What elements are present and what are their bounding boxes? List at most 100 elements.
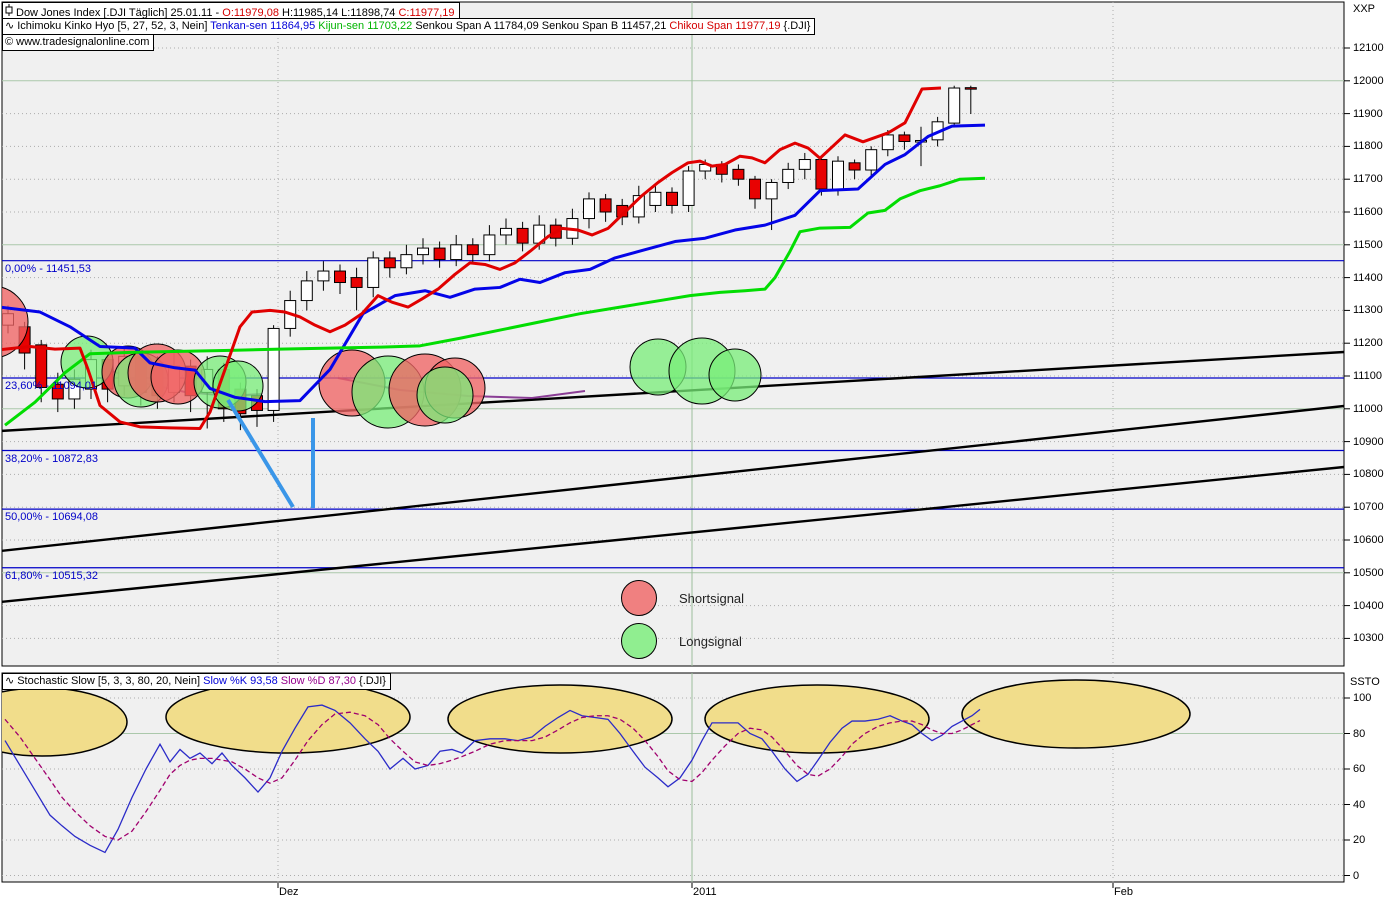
candle-body [500, 227, 512, 236]
fibonacci-label: 61,80% - 10515,32 [5, 569, 98, 582]
y-axis-label: 12100 [1353, 42, 1384, 54]
stoch-axis-label: 80 [1353, 727, 1366, 740]
y-axis-label: 10900 [1353, 435, 1384, 448]
longsignal-circle-icon [621, 623, 657, 659]
shortsignal-label: Shortsignal [679, 590, 745, 606]
longsignal-marker [416, 366, 474, 424]
trendline[interactable] [0, 404, 1344, 552]
y-axis-label: 11300 [1353, 304, 1383, 317]
y-axis-label: 10500 [1353, 566, 1384, 579]
candle-body [483, 234, 496, 256]
candle-body [898, 134, 911, 142]
main-plot [0, 2, 1344, 666]
fibonacci-label: 0,00% - 11451,53 [5, 262, 92, 275]
candle-body [881, 134, 894, 151]
candle-body [964, 87, 977, 90]
chikou-span-line [2, 86, 942, 430]
candle-body [765, 181, 778, 200]
main-scale-label: XXP [1353, 3, 1376, 15]
candle-body [300, 280, 313, 302]
candle-body [35, 344, 48, 388]
stochastic-header: ∿ Stochastic Slow [5, 3, 3, 80, 20, Nein]… [2, 673, 391, 690]
copyright-header: © www.tradesignalonline.com [2, 34, 155, 51]
candle-body [749, 178, 761, 200]
header-segment: Slow %K 93,58 [203, 675, 278, 687]
header-segment: Stochastic Slow [5, 3, 3, 80, 20, Nein] [17, 675, 204, 687]
x-axis-label: Dez [279, 886, 299, 898]
candle-body [583, 198, 595, 220]
header-segment: Tenkan-sen 11864,95 [210, 20, 316, 32]
y-axis-label: 10400 [1353, 599, 1384, 612]
overbought-highlight-ellipse [447, 684, 673, 754]
candle-body [732, 168, 745, 180]
candle-body [782, 168, 795, 183]
y-axis-label: 10800 [1353, 468, 1384, 481]
stochastic-plot [2, 673, 1344, 882]
candle-body [433, 247, 446, 261]
candle-body [682, 170, 695, 206]
candle-body [649, 191, 662, 206]
ichimoku-header-text: Ichimoku Kinko Hyo [5, 27, 52, 3, Nein] … [17, 20, 810, 32]
x-axis-label: Feb [1114, 886, 1133, 898]
stoch-axis-label: 20 [1353, 834, 1366, 846]
candle-body [400, 254, 413, 269]
y-axis-label: 11800 [1353, 140, 1383, 153]
overbought-highlight-ellipse [165, 680, 411, 754]
header-segment: {.DJI} [356, 675, 386, 687]
longsignal-label: Longsignal [679, 633, 742, 649]
kijun-sen-line [4, 176, 986, 427]
x-axis-label: 2011 [693, 886, 717, 898]
candle-body [832, 160, 844, 190]
stoch-axis-label: 0 [1353, 869, 1360, 882]
y-axis-label: 10700 [1353, 501, 1384, 514]
candle-body [466, 244, 479, 256]
candle-body [516, 227, 529, 244]
candle-body [865, 149, 878, 171]
candle-body [599, 198, 612, 213]
instrument-header-text: Dow Jones Index [.DJI Täglich] 25.01.11 … [16, 7, 455, 19]
y-axis-label: 11500 [1353, 238, 1383, 251]
y-axis-label: 11000 [1353, 402, 1383, 415]
candle-body [317, 270, 330, 282]
stochastic-header-text: Stochastic Slow [5, 3, 3, 80, 20, Nein] … [17, 675, 386, 687]
candle-body [450, 244, 463, 261]
header-segment: C:11977,19 [398, 7, 455, 19]
overbought-highlight-ellipse [961, 679, 1191, 749]
wave-icon: ∿ [5, 675, 15, 687]
header-segment: Senkou Span A 11784,09 Senkou Span B 114… [412, 20, 670, 32]
candle-body [367, 257, 380, 288]
header-segment: Kijun-sen 11703,22 [318, 20, 413, 32]
header-segment: Ichimoku Kinko Hyo [5, 27, 52, 3, Nein] [17, 20, 211, 32]
y-axis-label: 12000 [1353, 74, 1384, 87]
trendline[interactable] [0, 465, 1344, 604]
candle-body [51, 383, 64, 400]
instrument-header: Dow Jones Index [.DJI Täglich] 25.01.11 … [2, 2, 460, 19]
candle-body [383, 257, 396, 269]
drawn-annotation-line[interactable] [226, 398, 295, 509]
candle-body [267, 327, 280, 411]
y-axis-label: 11400 [1353, 271, 1383, 284]
candle-body [798, 159, 811, 170]
stoch-axis-label: 100 [1353, 692, 1372, 704]
y-axis-label: 10600 [1353, 534, 1384, 546]
header-segment: Slow %D 87,30 [280, 675, 356, 687]
candle-body [632, 195, 645, 218]
y-axis-label: 11600 [1353, 206, 1383, 218]
y-axis-label: 10300 [1353, 632, 1384, 645]
copyright-text: © www.tradesignalonline.com [5, 36, 150, 48]
legend-shortsignal: Shortsignal [621, 580, 744, 616]
fibonacci-label: 50,00% - 10694,08 [5, 511, 98, 524]
y-axis-label: 11700 [1353, 173, 1383, 186]
candle-body [350, 277, 363, 288]
y-axis-label: 11900 [1353, 107, 1383, 120]
wave-icon: ∿ [5, 20, 15, 32]
candle-body [948, 87, 961, 124]
candlestick-icon [5, 4, 13, 20]
candle-body [815, 159, 828, 190]
legend-longsignal: Longsignal [621, 623, 742, 659]
main-panel[interactable] [1, 1, 1345, 667]
candle-body [417, 247, 429, 256]
shortsignal-marker [2, 286, 29, 358]
